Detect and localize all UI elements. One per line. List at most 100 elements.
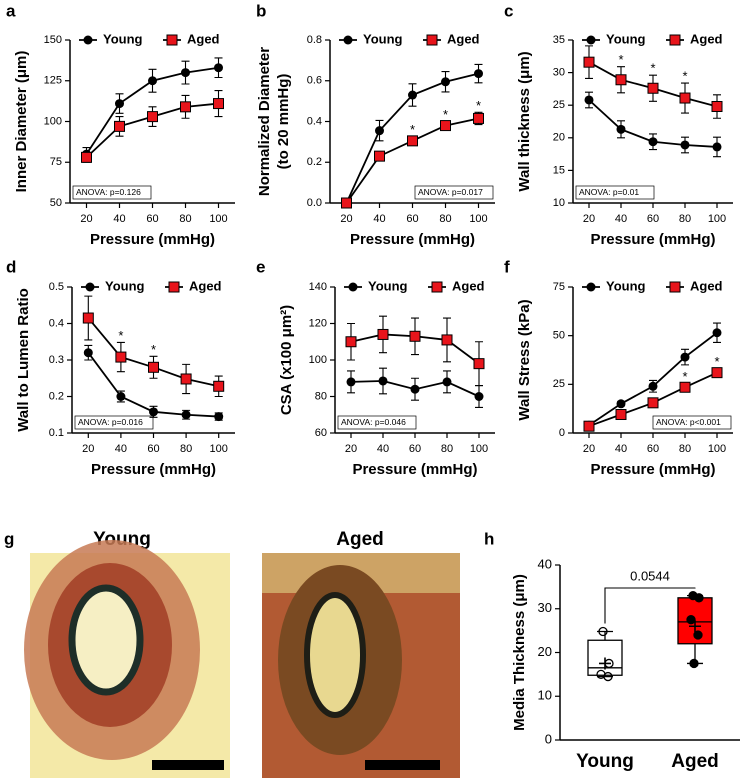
- y-tick-label: 0.2: [49, 390, 64, 402]
- marker: [181, 68, 190, 78]
- x-tick-label: 80: [441, 443, 453, 455]
- anova-box: [337, 415, 417, 430]
- x-tick-label: 100: [708, 213, 726, 225]
- x-tick-label: 20: [345, 443, 357, 455]
- legend-label: Aged: [690, 278, 723, 293]
- significance-label: *: [650, 61, 655, 76]
- marker: [407, 135, 418, 147]
- anova-text: ANOVA: p=0.01: [579, 187, 639, 197]
- comparison-bracket: [604, 587, 696, 624]
- data-point: [686, 615, 696, 625]
- y-tick-label: 50: [553, 330, 565, 342]
- x-axis-label: Pressure (mmHg): [91, 461, 216, 478]
- marker: [473, 112, 484, 124]
- x-tick-label: 80: [439, 213, 451, 225]
- y-axis-label: (to 20 mmHg): [275, 74, 292, 170]
- marker: [214, 63, 223, 73]
- marker: [616, 399, 626, 409]
- marker: [680, 140, 690, 150]
- y-tick-label: 120: [309, 317, 327, 329]
- marker: [584, 95, 594, 105]
- x-tick-label: 60: [647, 443, 659, 455]
- x-tick-label: 60: [147, 443, 159, 455]
- x-axis-label: Pressure (mmHg): [350, 231, 475, 248]
- legend-marker: [431, 281, 443, 293]
- y-axis-label: Wall Stress (kPa): [516, 299, 533, 420]
- x-tick-label: 40: [377, 443, 389, 455]
- marker: [213, 380, 225, 392]
- y-tick-label: 0.8: [307, 34, 322, 46]
- marker: [378, 376, 388, 386]
- x-tick-label: 100: [470, 443, 488, 455]
- marker: [214, 412, 224, 422]
- y-tick-label: 15: [553, 164, 565, 176]
- legend-label: Young: [606, 31, 646, 46]
- legend-marker: [669, 281, 681, 293]
- marker: [346, 377, 356, 387]
- marker: [345, 336, 357, 348]
- legend-marker: [85, 282, 95, 292]
- legend-marker: [83, 35, 93, 45]
- y-axis-label: CSA (x100 μm²): [278, 305, 295, 415]
- legend-label: Aged: [447, 31, 480, 46]
- x-tick-label: 20: [340, 213, 352, 225]
- x-tick-label: 60: [647, 213, 659, 225]
- panel-letter: e: [256, 257, 265, 276]
- legend-marker: [586, 282, 596, 292]
- x-axis-label: Pressure (mmHg): [590, 461, 715, 478]
- data-point: [689, 658, 699, 669]
- y-axis-label: Wall thickness (μm): [516, 51, 533, 191]
- y-tick-label: 0: [545, 731, 552, 746]
- marker: [180, 101, 191, 113]
- marker: [148, 361, 159, 373]
- x-tick-label: 40: [113, 213, 125, 225]
- marker: [473, 358, 485, 370]
- marker: [711, 367, 723, 379]
- anova-box: [72, 185, 152, 200]
- significance-label: *: [714, 354, 719, 369]
- data-point: [603, 671, 613, 682]
- panel-letter: d: [6, 257, 16, 276]
- y-tick-label: 0.2: [307, 156, 322, 168]
- marker: [441, 77, 450, 87]
- legend-label: Young: [105, 278, 145, 293]
- y-tick-label: 0.3: [49, 354, 64, 366]
- marker: [648, 137, 658, 147]
- marker: [440, 120, 451, 132]
- significance-label: *: [476, 98, 481, 113]
- marker: [680, 352, 690, 362]
- y-tick-label: 0.4: [49, 317, 64, 329]
- marker: [711, 101, 723, 113]
- chart-panel: a 50 75 100 125 150 20 40 60 80 100 Pressure (mmHg)…: [6, 1, 235, 248]
- x-axis-label: Pressure (mmHg): [590, 231, 715, 248]
- marker: [583, 56, 595, 68]
- x-tick-label: 80: [179, 213, 191, 225]
- significance-label: *: [682, 68, 687, 83]
- x-tick-label: 100: [210, 443, 228, 455]
- y-tick-label: 10: [553, 197, 565, 209]
- series-line: [588, 332, 718, 426]
- panel-letter: b: [256, 1, 266, 20]
- y-tick-label: 40: [538, 556, 552, 571]
- legend-label: Young: [103, 31, 143, 46]
- y-tick-label: 100: [309, 354, 327, 366]
- x-tick-label: 80: [679, 443, 691, 455]
- x-tick-label: 100: [469, 213, 487, 225]
- significance-label: *: [443, 107, 448, 122]
- anova-text: ANOVA: p=0.046: [341, 417, 406, 427]
- legend-label: Aged: [452, 278, 485, 293]
- anova-box: [74, 415, 154, 430]
- x-tick-label: 80: [180, 443, 192, 455]
- marker: [148, 76, 157, 86]
- y-tick-label: 150: [44, 34, 62, 46]
- significance-label: *: [118, 328, 123, 343]
- data-point: [693, 630, 703, 640]
- y-tick-label: 0.5: [49, 281, 64, 293]
- x-tick-label: 40: [615, 443, 627, 455]
- y-tick-label: 75: [50, 156, 62, 168]
- y-tick-label: 100: [44, 115, 62, 127]
- data-point: [598, 626, 608, 637]
- panel-letter: h: [484, 529, 494, 548]
- marker: [149, 407, 158, 417]
